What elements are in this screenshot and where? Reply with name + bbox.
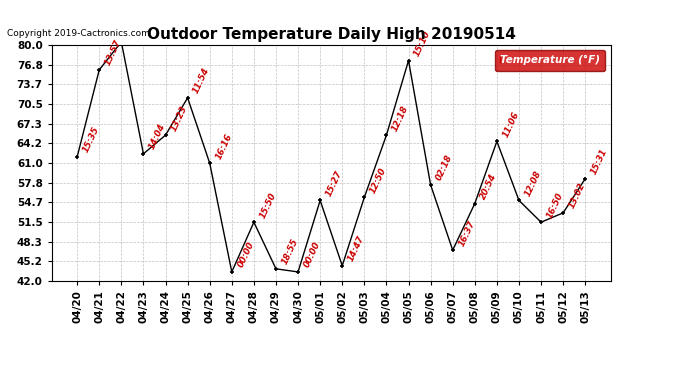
Point [293, 269, 304, 275]
Title: Outdoor Temperature Daily High 20190514: Outdoor Temperature Daily High 20190514 [147, 27, 515, 42]
Point [226, 269, 237, 275]
Point [182, 95, 193, 101]
Point [116, 39, 127, 45]
Point [425, 182, 436, 188]
Text: 13:57: 13:57 [104, 38, 124, 67]
Text: 00:00: 00:00 [302, 240, 322, 269]
Point [535, 219, 546, 225]
Text: 15:35: 15:35 [81, 125, 101, 154]
Point [447, 247, 458, 253]
Point [270, 266, 282, 272]
Point [513, 197, 524, 203]
Point [359, 194, 370, 200]
Text: 15:45: 15:45 [0, 374, 1, 375]
Text: 11:54: 11:54 [192, 66, 212, 95]
Text: 16:50: 16:50 [545, 190, 565, 219]
Point [94, 67, 105, 73]
Text: 15:50: 15:50 [258, 190, 278, 219]
Text: 13:02: 13:02 [567, 182, 587, 210]
Text: 16:16: 16:16 [214, 132, 234, 160]
Point [558, 210, 569, 216]
Text: 12:18: 12:18 [391, 104, 411, 132]
Text: 12:08: 12:08 [523, 169, 543, 198]
Point [160, 132, 171, 138]
Point [491, 138, 502, 144]
Text: 00:00: 00:00 [236, 240, 256, 269]
Text: 14:04: 14:04 [148, 122, 168, 151]
Text: 15:27: 15:27 [324, 169, 344, 198]
Point [315, 197, 326, 203]
Text: 15:10: 15:10 [413, 29, 433, 58]
Point [337, 263, 348, 269]
Text: 11:06: 11:06 [501, 110, 521, 139]
Text: 16:37: 16:37 [457, 219, 477, 248]
Point [580, 176, 591, 181]
Text: 18:55: 18:55 [280, 237, 300, 266]
Text: 20:54: 20:54 [479, 172, 499, 201]
Point [204, 160, 215, 166]
Text: 02:18: 02:18 [435, 153, 455, 182]
Text: 14:47: 14:47 [346, 234, 366, 263]
Text: 13:23: 13:23 [170, 104, 190, 132]
Legend: Temperature (°F): Temperature (°F) [495, 50, 605, 71]
Point [248, 219, 259, 225]
Text: 15:31: 15:31 [589, 147, 609, 176]
Point [72, 154, 83, 160]
Text: 12:50: 12:50 [368, 166, 388, 195]
Point [381, 132, 392, 138]
Point [138, 151, 149, 157]
Text: Copyright 2019-Cactronics.com: Copyright 2019-Cactronics.com [7, 28, 150, 38]
Point [469, 201, 480, 207]
Point [403, 57, 414, 63]
